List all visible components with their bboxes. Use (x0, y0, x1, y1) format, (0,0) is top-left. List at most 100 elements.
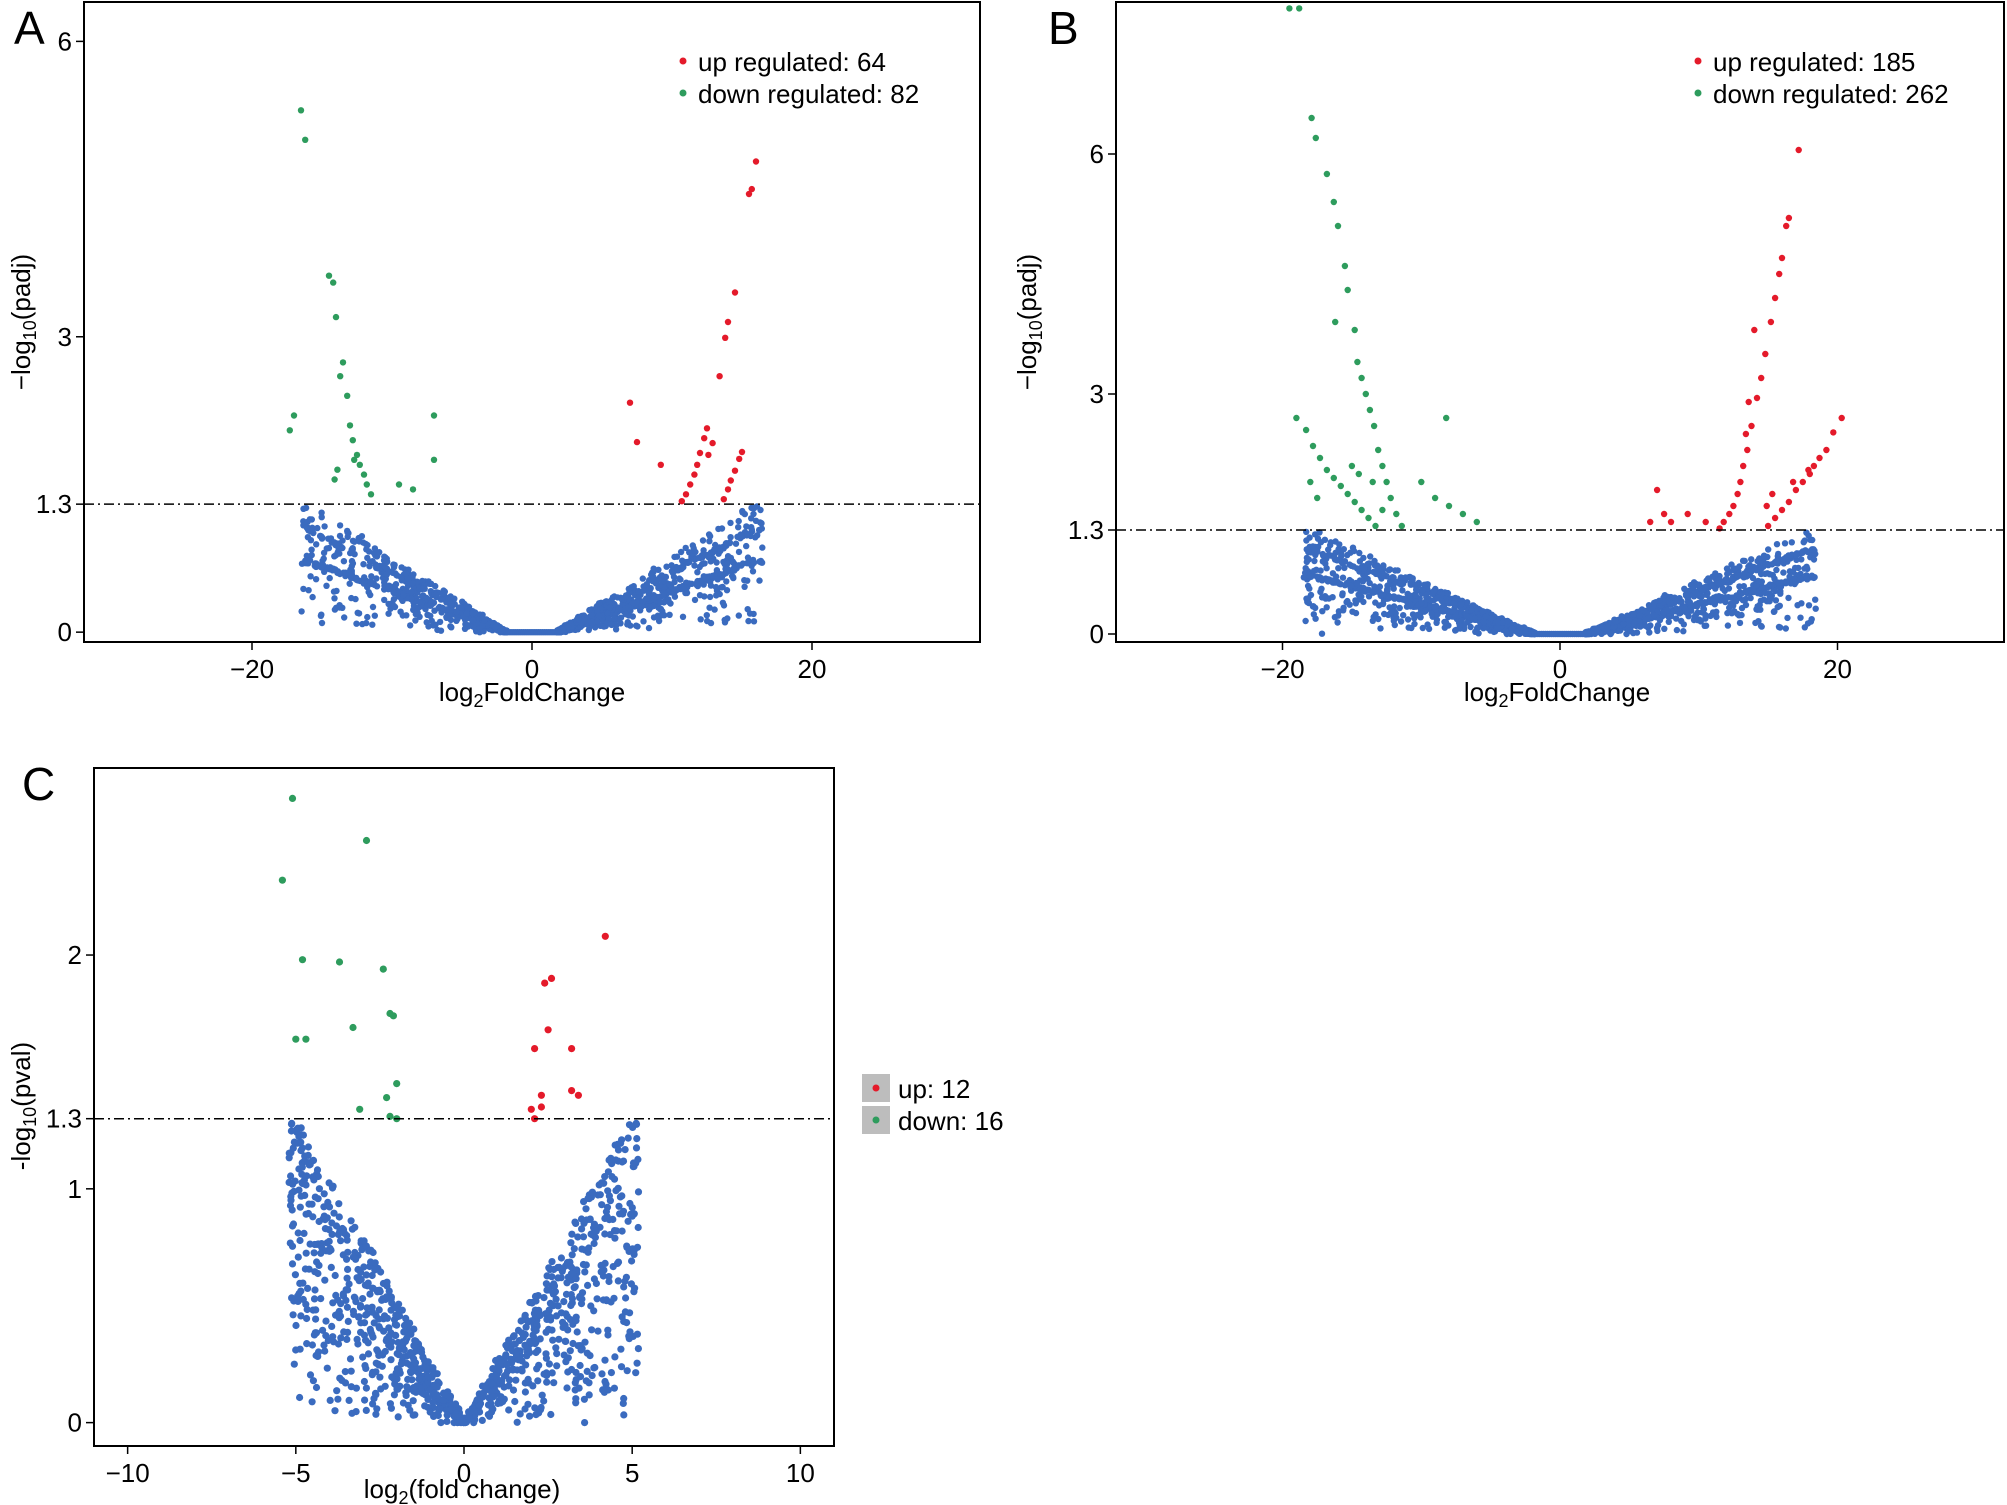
ns-point (631, 1284, 639, 1292)
ns-point (706, 604, 713, 611)
ns-point (640, 587, 647, 594)
ns-point (1300, 574, 1308, 581)
ns-point (581, 1419, 589, 1427)
y-tick-label: 3 (58, 322, 72, 352)
down-point (383, 1094, 391, 1102)
ns-point (1785, 594, 1792, 602)
down-point (1445, 502, 1453, 510)
ns-point (290, 1360, 298, 1368)
ns-point (321, 1347, 329, 1355)
down-point (302, 136, 309, 143)
ns-point (1612, 618, 1620, 625)
ns-point (321, 1276, 329, 1284)
down-point (334, 466, 341, 473)
ns-point (1413, 586, 1420, 593)
ns-point (590, 1364, 598, 1372)
ns-point (1508, 625, 1516, 633)
ns-point (406, 1361, 414, 1369)
down-point (1383, 478, 1390, 486)
ns-point (392, 1331, 400, 1340)
ns-point (411, 1411, 419, 1419)
legend-down-marker (679, 89, 687, 97)
down-point (1302, 426, 1310, 434)
ns-point (383, 583, 390, 591)
ns-point (588, 612, 595, 619)
up-point (1702, 518, 1709, 526)
ns-point (415, 1375, 423, 1383)
ns-point (547, 1313, 555, 1322)
ns-point (1664, 606, 1671, 614)
ns-point (1645, 614, 1653, 622)
ns-point (367, 1246, 375, 1254)
ns-point (308, 1398, 316, 1406)
down-point (344, 392, 351, 399)
ns-point (385, 1333, 393, 1341)
down-point (430, 456, 438, 463)
down-point (288, 794, 297, 803)
down-point (278, 876, 286, 884)
ns-point (606, 604, 614, 611)
ns-point (1400, 612, 1407, 619)
ns-point (1728, 576, 1736, 584)
ns-point (397, 1360, 405, 1368)
ns-point (1650, 599, 1658, 607)
ns-point (290, 1138, 298, 1146)
ns-point (437, 627, 445, 634)
ns-point (1698, 587, 1706, 594)
down-point (337, 373, 344, 380)
ns-point (1365, 593, 1373, 600)
ns-point (1359, 578, 1367, 585)
ns-point (1441, 624, 1449, 631)
ns-point (325, 1203, 334, 1211)
ns-point (296, 1279, 304, 1287)
ns-point (1805, 532, 1812, 539)
ns-point (548, 1258, 556, 1266)
ns-point (1310, 611, 1318, 618)
ns-point (674, 565, 681, 572)
ns-point (634, 1345, 643, 1353)
ns-point (359, 1353, 367, 1361)
ns-point (659, 611, 666, 619)
ns-point (517, 1317, 525, 1325)
ns-point (564, 1368, 572, 1376)
ns-point (1746, 571, 1753, 579)
ns-point (577, 1346, 585, 1354)
ns-point (1504, 617, 1511, 625)
ns-point (1425, 595, 1433, 603)
ns-point (373, 1405, 381, 1413)
ns-point (590, 1307, 598, 1315)
ns-point (543, 1378, 551, 1386)
ns-point (522, 1361, 530, 1369)
ns-point (703, 612, 710, 619)
ns-point (1736, 563, 1743, 570)
ns-point (333, 1387, 341, 1395)
y-tick-label: 1 (68, 1174, 82, 1204)
up-point (687, 481, 694, 488)
ns-point (530, 1334, 538, 1342)
ns-point (439, 1396, 448, 1404)
ns-point (1761, 570, 1769, 577)
ns-point (1456, 622, 1464, 629)
ns-point (361, 574, 368, 581)
ns-point (1370, 568, 1377, 576)
ns-point (724, 565, 731, 573)
ns-point (1411, 581, 1418, 588)
ns-point (633, 1359, 641, 1367)
ns-point (307, 573, 314, 580)
ns-point (735, 612, 742, 619)
down-point (356, 1105, 364, 1113)
ns-point (759, 544, 766, 551)
ns-point (1494, 624, 1501, 631)
up-point (1720, 518, 1727, 526)
ns-point (348, 1409, 356, 1417)
ns-point (317, 1295, 325, 1303)
ns-point (528, 1298, 537, 1307)
ns-point (424, 1378, 432, 1386)
ns-point (1786, 568, 1794, 575)
ns-point (481, 617, 488, 624)
ns-point (1404, 590, 1411, 598)
ns-point (712, 583, 720, 591)
ns-point (1766, 581, 1774, 588)
ns-point (1471, 615, 1478, 622)
ns-point (300, 585, 307, 593)
